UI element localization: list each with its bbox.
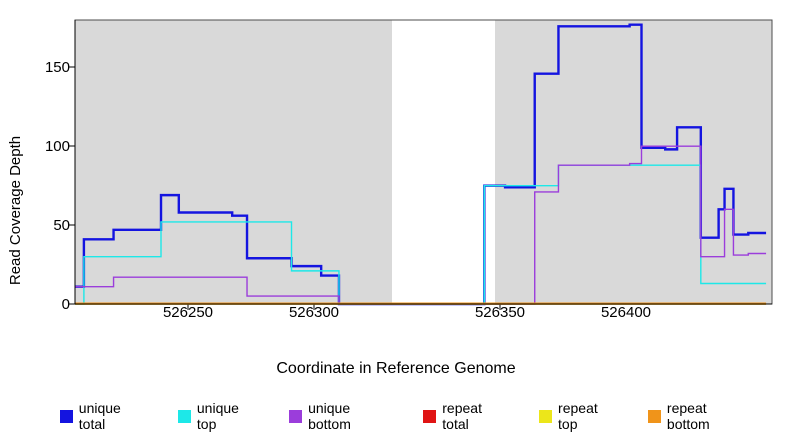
legend-swatch-repeat-bottom: [648, 410, 661, 423]
legend-swatch-unique-top: [178, 410, 191, 423]
legend-label-repeat-bottom: repeat bottom: [667, 400, 752, 432]
xtick-label-2: 526350: [470, 304, 530, 321]
ytick-label-0: 0: [35, 296, 70, 313]
chart-root: [[x_tick_4]] 0 50 100 150 526250 526300 …: [0, 0, 792, 432]
ytick-label-150: 150: [20, 59, 70, 76]
legend-item-repeat-top[interactable]: repeat top: [539, 400, 620, 432]
y-axis-ticks: [69, 67, 75, 304]
legend-swatch-unique-total: [60, 410, 73, 423]
legend-item-unique-total[interactable]: unique total: [60, 400, 150, 432]
legend-label-unique-bottom: unique bottom: [308, 400, 395, 432]
legend-item-unique-bottom[interactable]: unique bottom: [289, 400, 395, 432]
legend-swatch-repeat-top: [539, 410, 552, 423]
legend-swatch-unique-bottom: [289, 410, 302, 423]
legend-item-unique-top[interactable]: unique top: [178, 400, 261, 432]
legend-swatch-repeat-total: [423, 410, 436, 423]
xtick-label-3: 526400: [596, 304, 656, 321]
legend-label-repeat-total: repeat total: [442, 400, 511, 432]
xtick-label-1: 526300: [284, 304, 344, 321]
legend-label-unique-total: unique total: [79, 400, 150, 432]
x-axis-title: Coordinate in Reference Genome: [0, 360, 792, 378]
legend-item-repeat-bottom[interactable]: repeat bottom: [648, 400, 752, 432]
right-panel-bg: [495, 20, 772, 304]
legend-item-repeat-total[interactable]: repeat total: [423, 400, 511, 432]
legend-label-repeat-top: repeat top: [558, 400, 620, 432]
ytick-label-100: 100: [20, 138, 70, 155]
legend: unique total unique top unique bottom re…: [60, 400, 780, 432]
left-panel-bg: [75, 20, 392, 304]
legend-label-unique-top: unique top: [197, 400, 261, 432]
xtick-label-0: 526250: [158, 304, 218, 321]
ytick-label-50: 50: [28, 217, 70, 234]
y-axis-title: Read Coverage Depth: [6, 95, 26, 325]
